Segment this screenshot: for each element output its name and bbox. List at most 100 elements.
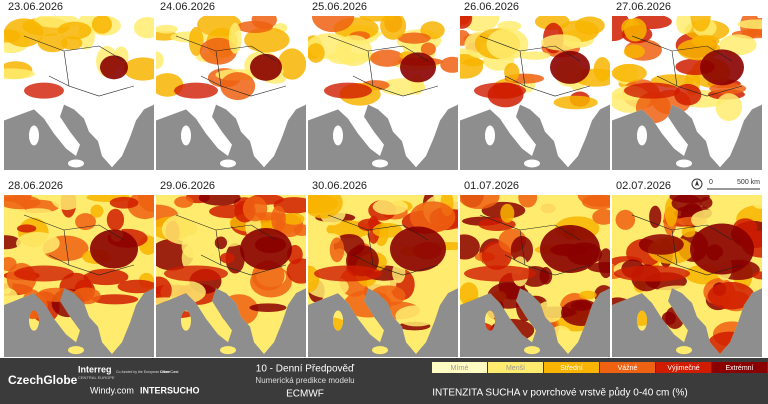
date-bg [4,1,64,15]
drought-area [540,34,582,51]
drought-area [681,226,696,238]
compass-arrow [695,180,699,186]
drought-area [335,35,372,67]
drought-area [133,17,154,39]
border [631,35,743,97]
legend-swatch [488,362,543,373]
drought-area [199,37,238,65]
drought-area [623,44,645,59]
drought-area [161,213,208,245]
drought-area [22,208,53,217]
drought-area [372,198,408,215]
drought-area [624,18,647,42]
drought-area [612,63,647,83]
date-bg [308,180,368,194]
drought-area [329,237,345,263]
drought-area [676,16,693,35]
border [479,214,591,276]
drought-area [372,222,403,238]
drought-area [225,243,245,274]
drought-area [638,234,684,255]
drought-area [16,224,37,233]
date-bg [308,1,368,15]
scale-end: 500 km [737,179,760,186]
drought-area [109,196,139,209]
drought-area [60,36,83,50]
drought-area [460,234,480,260]
date-label: 26.06.2026 [464,1,519,13]
drought-area [90,204,104,218]
drought-area [308,265,320,293]
drought-area [117,279,154,294]
map-panel: 30.06.2026 [308,180,458,357]
date-label: 29.06.2026 [160,180,215,192]
drought-core [614,265,690,282]
drought-area [228,22,242,54]
drought-area [460,16,473,29]
drought-core [540,225,600,273]
map-panel: 29.06.2026 [156,180,306,357]
logo: Interreg [78,364,112,374]
date-label: 27.06.2026 [616,1,671,13]
drought-area [518,195,538,208]
drought-area [188,26,204,57]
drought-core [690,223,754,275]
drought-area [500,203,515,223]
legend-swatch [600,362,655,373]
map-panel: 23.06.2026 [4,1,154,170]
drought-area [526,201,561,225]
drought-area [709,82,747,95]
map-panel: 27.06.2026 [612,1,762,170]
drought-area [50,195,84,211]
drought-area [4,235,21,250]
drought-area [420,42,436,56]
drought-area [311,16,355,33]
drought-area [220,72,256,101]
drought-area [106,208,125,231]
date-bg [156,1,216,15]
drought-area [156,24,178,34]
drought-area [308,43,325,63]
drought-area [271,205,286,233]
border [479,35,591,97]
date-label: 28.06.2026 [8,180,63,192]
date-bg [460,180,520,194]
drought-area [392,262,406,284]
logo: Co-funded by the European Union [116,370,169,374]
drought-core [164,265,228,282]
drought-area [674,83,702,106]
date-label: 30.06.2026 [312,180,367,192]
drought-area [242,196,268,222]
date-label: 01.07.2026 [464,180,519,192]
drought-core [464,265,536,282]
drought-core [624,82,680,99]
legend-label: Střední [560,365,583,372]
drought-area [592,209,610,225]
drought-core [14,265,74,282]
border [327,214,439,276]
logo: INTERSUCHO [140,385,200,395]
legend-label: Mírné [451,365,469,372]
drought-area [752,271,762,280]
drought-area [91,294,139,305]
drought-area [137,195,154,212]
drought-area [486,28,529,60]
drought-core [100,55,128,80]
drought-area [440,56,458,73]
map-panel: 02.07.2026 [612,180,762,357]
border [631,214,743,276]
forecast-subtitle: Numerická predikce modelu [255,376,354,385]
drought-area [397,32,431,44]
land [308,195,458,355]
legend-label: Vážné [618,365,638,372]
drought-core [324,82,372,99]
drought-area [615,209,636,230]
logo: Windy.com [90,385,134,395]
border [175,214,287,276]
drought-area [214,236,228,250]
drought-area [715,93,743,122]
drought-area [123,57,154,81]
drought-area [691,35,720,48]
compass [691,178,703,190]
